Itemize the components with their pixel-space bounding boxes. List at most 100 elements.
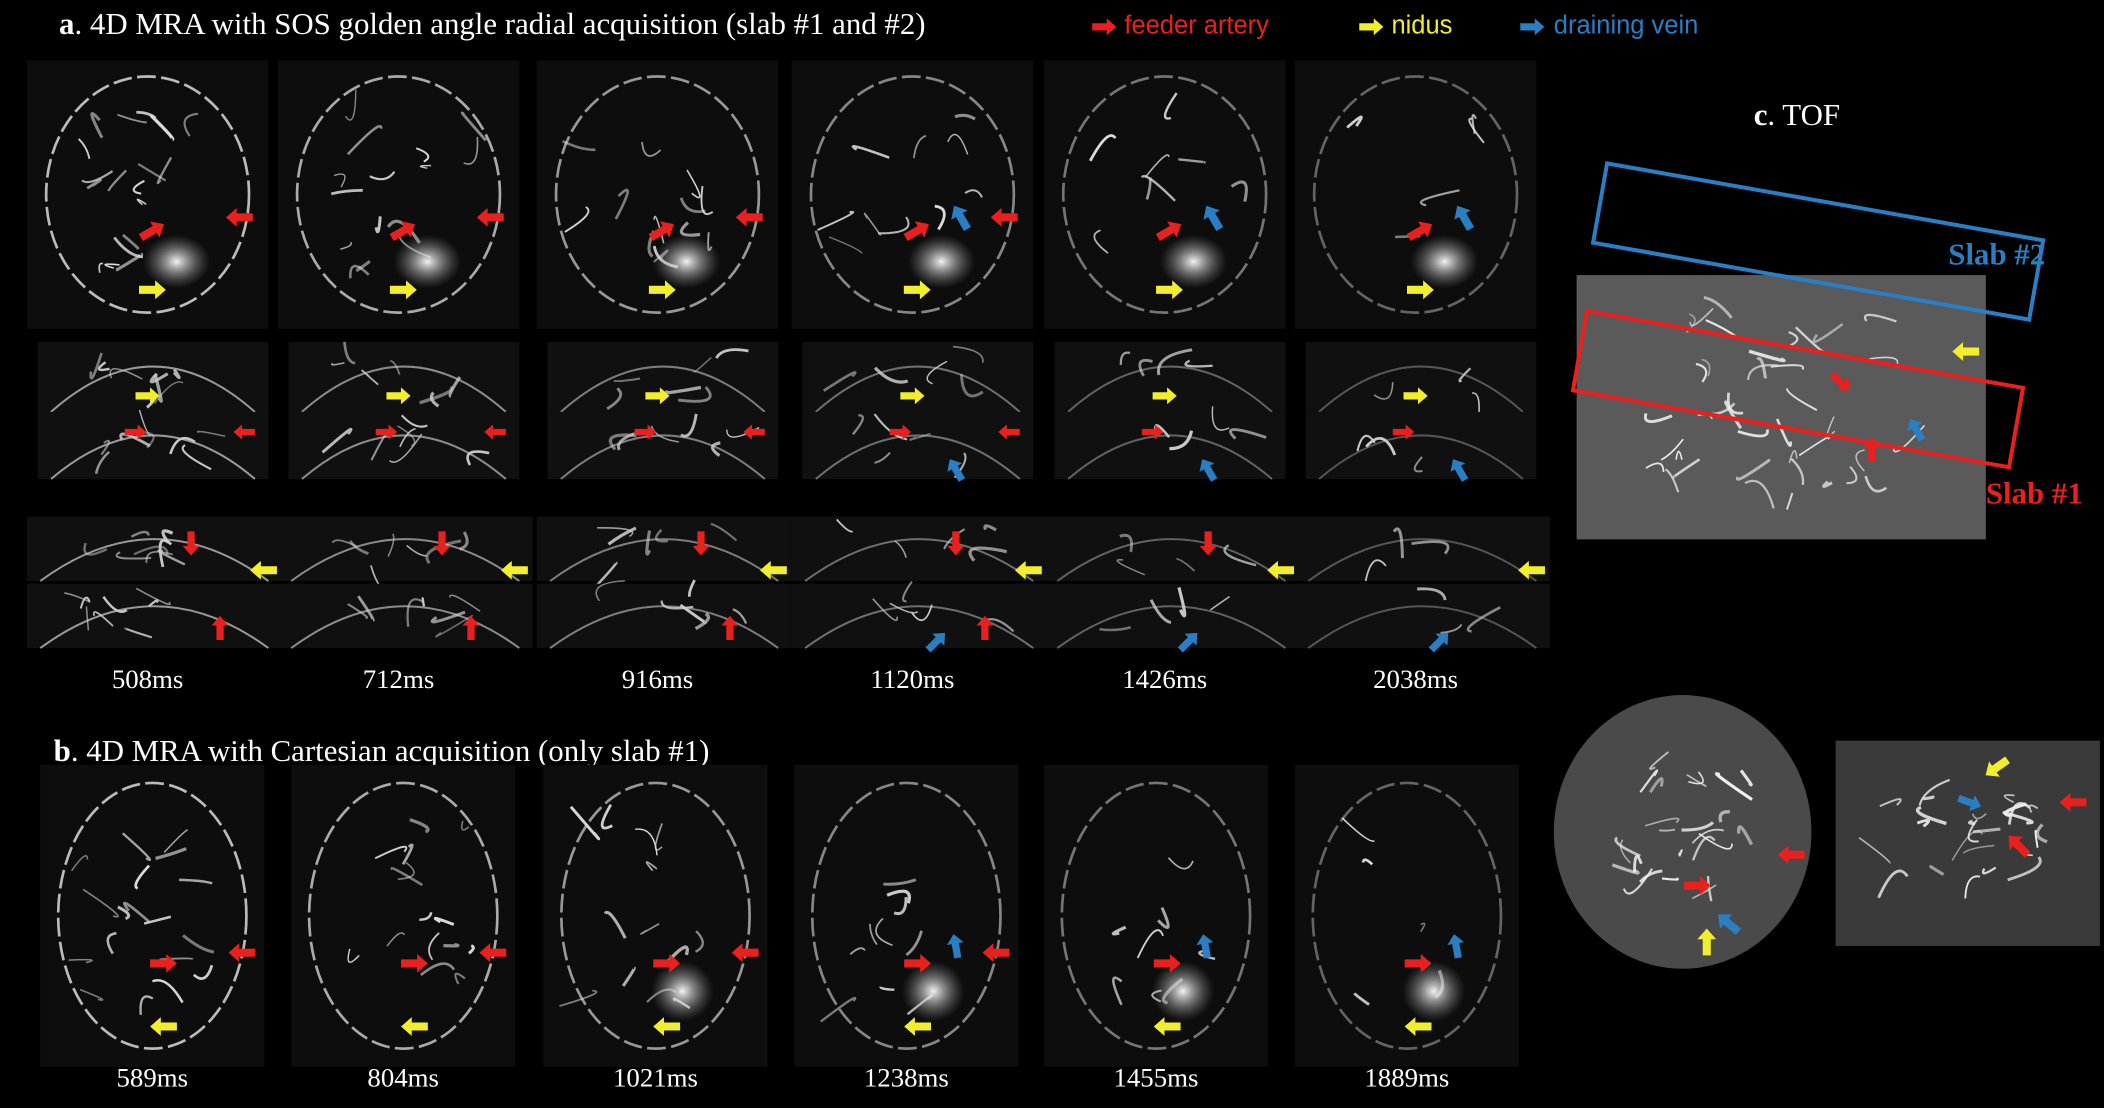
vessel <box>1413 456 1423 473</box>
vessel <box>2003 794 2015 804</box>
vessel <box>1365 437 1397 456</box>
vessel <box>143 915 172 925</box>
vessel <box>694 612 711 631</box>
image-bg <box>1043 516 1299 581</box>
outline <box>301 434 507 480</box>
arrow <box>250 560 277 580</box>
image-bg <box>1043 583 1299 649</box>
vessel <box>1119 351 1131 365</box>
arrow <box>1155 221 1182 241</box>
arrow-shape <box>889 424 912 440</box>
arrow <box>1199 531 1217 556</box>
vessel <box>1735 458 1771 481</box>
vessel <box>886 889 911 904</box>
vessel <box>401 843 414 866</box>
time-label: 508ms <box>112 664 184 694</box>
panel-c-title: c. TOF <box>1754 98 1840 132</box>
vessel <box>183 112 199 137</box>
vessel <box>443 943 460 948</box>
image-bg <box>536 583 792 649</box>
vessel <box>879 986 895 991</box>
arrow <box>653 954 681 973</box>
vessel <box>100 439 111 456</box>
vessel <box>654 823 663 851</box>
vessel <box>1812 323 1844 343</box>
arrow <box>1450 459 1469 482</box>
arrow <box>375 424 398 440</box>
arrow <box>904 954 932 973</box>
arrow-shape <box>653 954 681 973</box>
vessel <box>1088 134 1117 162</box>
vessel <box>1756 357 1768 379</box>
arrow <box>150 1017 177 1036</box>
vessel <box>181 444 212 471</box>
vessel <box>1645 462 1665 473</box>
vessel <box>390 867 423 887</box>
image-bg <box>1294 583 1550 649</box>
vessel <box>679 221 701 237</box>
arrow <box>904 1017 932 1036</box>
vessel <box>1361 858 1374 866</box>
image-bg <box>277 583 533 649</box>
arrow <box>2008 835 2031 858</box>
vessel <box>155 847 187 861</box>
vessel <box>1364 559 1387 582</box>
vessel <box>564 206 590 233</box>
vessel <box>680 413 698 438</box>
vessel <box>959 374 984 398</box>
vessel <box>1230 180 1248 202</box>
vessel <box>1223 544 1257 567</box>
vessel <box>1440 623 1463 634</box>
vessel <box>419 385 454 405</box>
vessel <box>1639 769 1659 793</box>
vessel <box>1346 115 1363 129</box>
arrow-shape <box>1014 560 1042 580</box>
vessel <box>595 580 625 602</box>
arrow <box>1697 928 1717 956</box>
arrow <box>1863 437 1881 462</box>
vessel <box>400 414 428 428</box>
vessel <box>869 923 878 946</box>
arrow <box>925 632 946 653</box>
legend-feeder: feeder artery <box>1124 12 1269 40</box>
outline <box>39 538 269 582</box>
vessel <box>875 917 893 947</box>
vessel <box>102 595 128 613</box>
arrow-shape <box>389 221 415 241</box>
vessel <box>817 210 855 231</box>
arrow-shape <box>998 424 1020 440</box>
panel-c-label: c <box>1754 98 1768 132</box>
vessel <box>1698 832 1733 850</box>
vessel <box>710 522 738 542</box>
outline <box>1318 365 1524 413</box>
vessel <box>836 518 853 533</box>
arrow-shape <box>375 424 398 440</box>
arrow <box>1152 387 1177 405</box>
arrow-shape <box>946 934 964 959</box>
arrow-shape <box>1267 560 1295 580</box>
axial-image <box>536 60 779 329</box>
arrow <box>389 280 417 300</box>
arrow-shape <box>692 531 710 556</box>
vessel <box>912 134 927 159</box>
arrow <box>1359 18 1384 36</box>
vessel <box>1119 533 1133 553</box>
arrow-shape <box>400 1017 428 1036</box>
tof-coronal <box>1835 740 2100 946</box>
axial-image <box>277 60 520 329</box>
axial-image <box>1294 764 1519 1067</box>
vessel <box>1951 830 1983 861</box>
time-label: 589ms <box>117 1062 189 1092</box>
outline <box>560 434 766 480</box>
vessel <box>1468 117 1485 144</box>
vessel <box>889 602 919 614</box>
vessel <box>650 425 679 443</box>
vessel <box>86 178 102 190</box>
vessel <box>1184 359 1213 368</box>
arrow <box>433 531 451 556</box>
arrow <box>1829 371 1851 391</box>
arrow <box>124 424 147 440</box>
vessel <box>1353 992 1370 1006</box>
vessel <box>1093 229 1109 254</box>
arrow <box>735 207 763 227</box>
